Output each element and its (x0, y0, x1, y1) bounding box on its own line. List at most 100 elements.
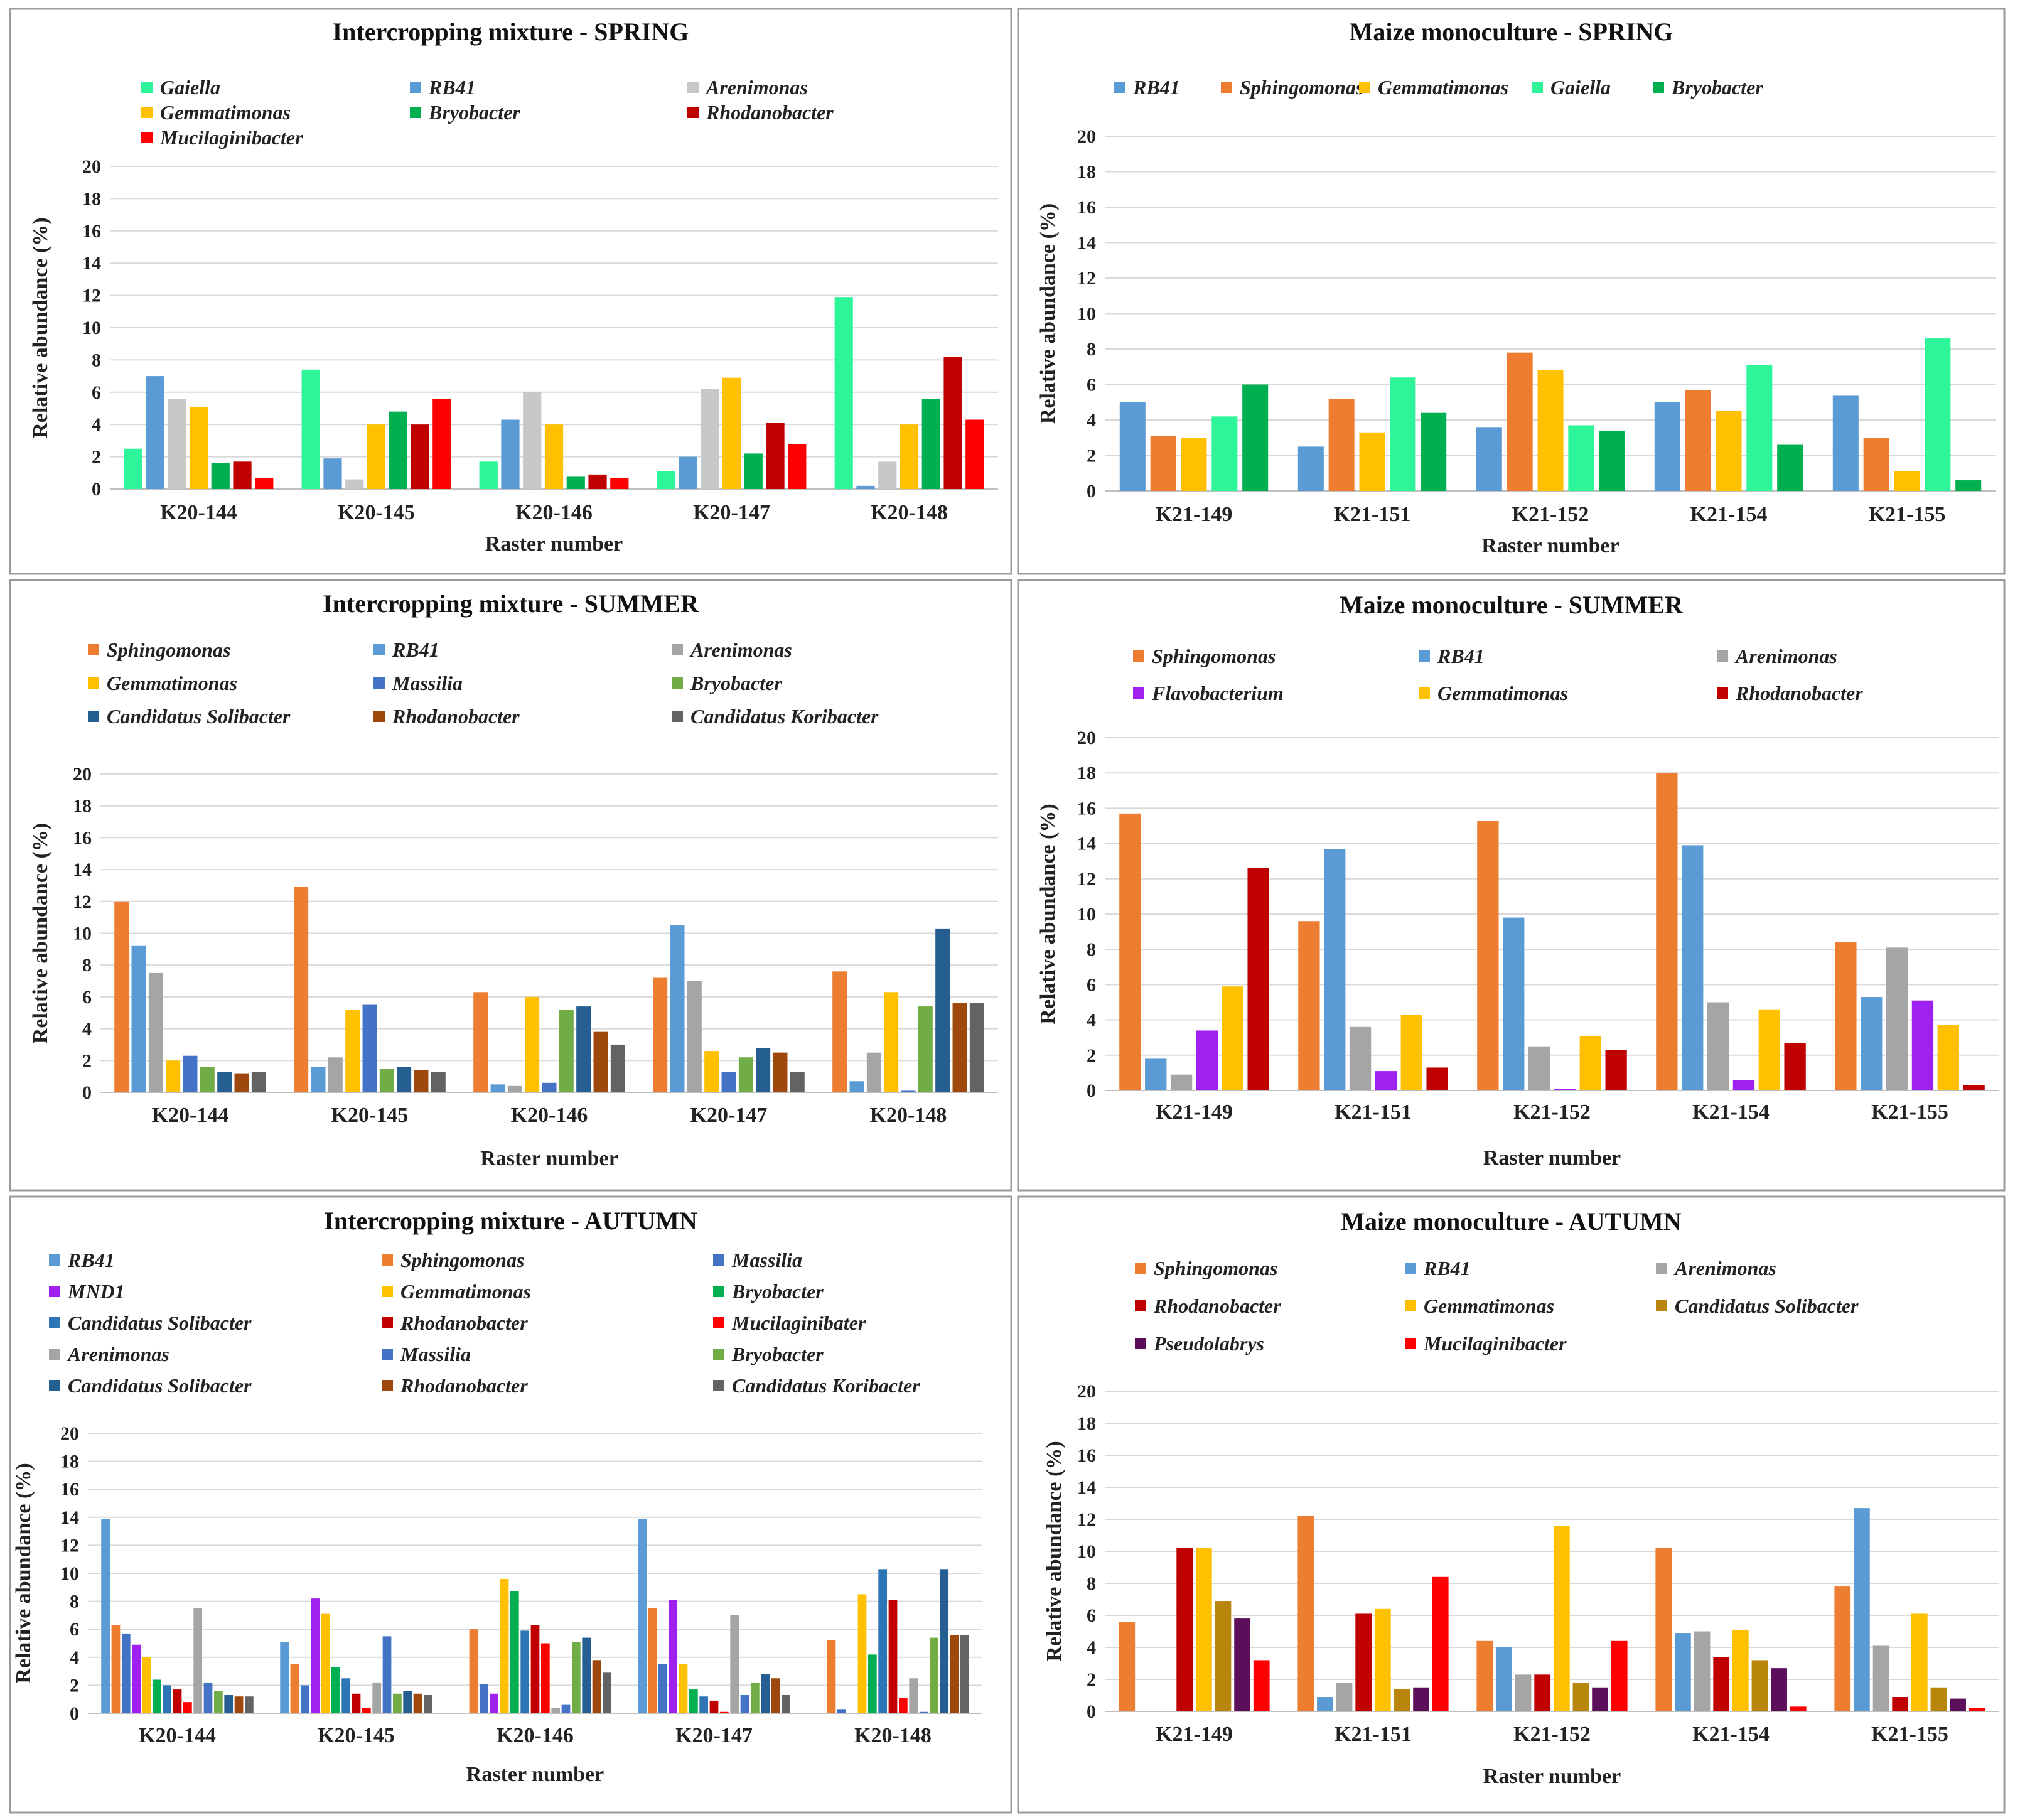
bar-candidatus-koribacter-k20-144 (245, 1696, 254, 1713)
legend-label: Candidatus Solibacter (107, 705, 291, 728)
bar-gemmatimonas-k21-155 (1911, 1613, 1928, 1711)
bar-rhodanobacter-k20-147 (773, 1052, 788, 1092)
bar-bryobacter-k21-151 (1421, 412, 1447, 491)
x-tick-label: K20-144 (160, 501, 237, 524)
y-tick-label: 12 (1077, 869, 1096, 890)
bar-pseudolabrys-k21-152 (1592, 1687, 1608, 1711)
bar-sphingomonas-k21-149 (1119, 1622, 1136, 1711)
bar-rhodanobacter-k20-148 (950, 1635, 959, 1713)
y-tick-label: 0 (1087, 1701, 1096, 1722)
x-tick-label: K21-151 (1335, 1101, 1412, 1124)
legend-item-rb41: RB41 (1419, 645, 1485, 667)
bar-candidatus-solibacter-k20-146 (582, 1637, 591, 1713)
legend-item-sphingomonas: Sphingomonas (382, 1249, 524, 1271)
bar-sphingomonas-k21-149 (1150, 436, 1176, 491)
bar-gemmatimonas-k21-152 (1537, 370, 1564, 491)
legend-label: RB41 (392, 638, 439, 661)
bar-candidatus-solibacter-k20-147 (761, 1674, 770, 1713)
bar-mucilaginibacter-k20-144 (255, 478, 274, 489)
bar-bryobacter-k21-149 (1242, 384, 1269, 491)
chart-intercropping-mixture-summer: Intercropping mixture - SUMMER Sphingomon… (9, 579, 1012, 1192)
bar-rhodanobacter-k20-146 (588, 474, 607, 489)
legend-swatch (713, 1286, 724, 1297)
legend-label: Bryobacter (690, 672, 782, 694)
legend-item-candidatus-solibacter: Candidatus Solibacter (49, 1311, 252, 1334)
bar-rhodanobacter-k20-144 (233, 461, 252, 489)
bars (1119, 338, 1982, 491)
bar-gemmatimonas-k20-144 (166, 1060, 181, 1092)
bar-candidatus-solibacter-k20-148 (935, 928, 950, 1092)
bar-rb41-k21-152 (1503, 917, 1525, 1090)
legend-item-arenimonas: Arenimonas (687, 76, 808, 99)
y-tick-label: 12 (73, 891, 92, 912)
bar-massilia-k20-146 (542, 1082, 557, 1092)
legend-label: Sphingomonas (107, 638, 230, 661)
bar-gemmatimonas-k21-152 (1579, 1035, 1601, 1090)
legend-item-sphingomonas: Sphingomonas (1133, 645, 1276, 667)
legend-swatch (1114, 82, 1125, 93)
y-tick-label: 2 (1087, 1045, 1096, 1066)
y-tick-label: 16 (1077, 798, 1096, 819)
y-tick-label: 18 (1077, 162, 1096, 183)
bar-bryobacter-k20-144 (152, 1679, 161, 1713)
legend-swatch (410, 82, 421, 93)
bar-pseudolabrys-k21-155 (1950, 1698, 1966, 1711)
bar-sphingomonas-k21-149 (1119, 813, 1141, 1090)
bar-arenimonas-k21-149 (1170, 1074, 1193, 1090)
bar-rb41-k21-149 (1119, 402, 1146, 491)
y-tick-label: 14 (1077, 233, 1096, 254)
bar-rb41-k20-147 (679, 456, 697, 489)
legend-label: Sphingomonas (1154, 1257, 1277, 1279)
bar-rhodanobacter-k20-144 (173, 1689, 182, 1713)
y-axis-title: Relative abundance (%) (1036, 203, 1060, 424)
bar-gemmatimonas-k20-144 (142, 1657, 151, 1713)
bar-gemmatimonas-k20-146 (500, 1578, 509, 1713)
y-tick-label: 20 (1077, 126, 1096, 147)
bar-candidatus-solibacter-k20-148 (940, 1569, 949, 1713)
legend-item-mucilaginibacter: Mucilaginibacter (1405, 1332, 1567, 1355)
bar-rhodanobacter-k21-152 (1605, 1050, 1627, 1090)
bar-sphingomonas-k21-152 (1476, 1640, 1493, 1711)
bar-candidatus-solibacter-k21-154 (1751, 1660, 1768, 1711)
y-tick-label: 6 (1087, 375, 1096, 396)
bar-gemmatimonas-k21-154 (1732, 1629, 1749, 1711)
legend-item-gemmatimonas: Gemmatimonas (382, 1280, 531, 1303)
x-tick-label: K20-147 (675, 1724, 753, 1747)
x-tick-label: K21-151 (1335, 1723, 1412, 1746)
bar-candidatus-solibacter-k20-147 (699, 1696, 709, 1713)
bar-arenimonas-k20-144 (168, 399, 186, 489)
legend-label: Sphingomonas (400, 1249, 524, 1271)
bar-rhodanobacter-k20-145 (413, 1693, 422, 1713)
bar-gemmatimonas-k20-147 (704, 1051, 719, 1092)
bar-sphingomonas-k21-155 (1863, 438, 1889, 491)
bar-candidatus-solibacter-k21-152 (1572, 1683, 1589, 1711)
legend-label: Bryobacter (731, 1280, 824, 1303)
legend-swatch (373, 644, 385, 655)
bar-rb41-k21-151 (1324, 849, 1346, 1090)
legend-label: Gaiella (160, 76, 220, 99)
y-tick-label: 4 (92, 414, 101, 435)
legend-swatch (382, 1349, 393, 1360)
legend-item-rb41: RB41 (49, 1249, 115, 1271)
bar-sphingomonas-k20-147 (648, 1608, 657, 1713)
chart-title: Maize monoculture - AUTUMN (1341, 1207, 1682, 1236)
legend-item-gemmatimonas: Gemmatimonas (1359, 76, 1508, 99)
bar-rb41-k20-147 (638, 1519, 647, 1713)
y-tick-label: 8 (1087, 1573, 1096, 1594)
chart-intercropping-mixture-autumn: Intercropping mixture - AUTUMN RB41 Sphing… (9, 1195, 1012, 1814)
bar-arenimonas-k20-148 (866, 1052, 881, 1092)
legend-swatch (687, 82, 699, 93)
legend-item-rhodanobacter: Rhodanobacter (687, 101, 834, 124)
legend-label: Bryobacter (428, 101, 520, 124)
y-axis-title: Relative abundance (%) (1043, 1441, 1066, 1661)
bar-sphingomonas-k20-148 (827, 1640, 836, 1713)
y-tick-label: 20 (60, 1423, 79, 1444)
bar-arenimonas-k21-152 (1528, 1046, 1550, 1090)
legend: Sphingomonas RB41 Arenimonas Gemmatimonas Ma… (88, 638, 879, 728)
bar-gemmatimonas-k20-145 (345, 1010, 360, 1092)
bar-bryobacter-k20-147 (738, 1057, 753, 1092)
bar-candidatus-koribacter-k20-144 (251, 1072, 266, 1092)
y-tick-label: 20 (1077, 728, 1096, 748)
legend-item-sphingomonas: Sphingomonas (1221, 76, 1363, 99)
bar-flavobacterium-k21-149 (1196, 1030, 1218, 1090)
